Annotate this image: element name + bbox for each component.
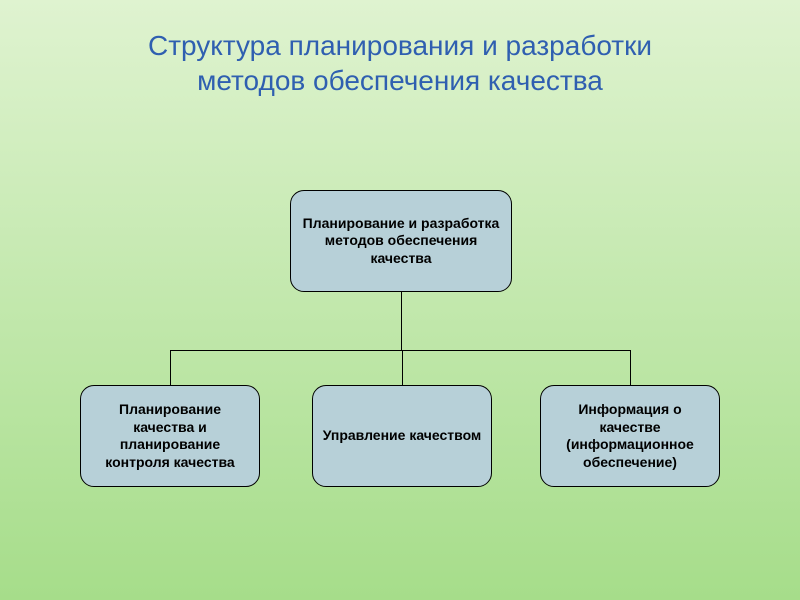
connector-line bbox=[402, 350, 403, 385]
child-node-label: Управление качеством bbox=[323, 427, 482, 445]
diagram-child-node: Управление качеством bbox=[312, 385, 492, 487]
slide-title: Структура планирования и разработки мето… bbox=[0, 28, 800, 98]
diagram-child-node: Планирование качества и планирование кон… bbox=[80, 385, 260, 487]
title-line2: методов обеспечения качества bbox=[197, 65, 603, 96]
root-node-label: Планирование и разработка методов обеспе… bbox=[299, 215, 503, 268]
child-node-label: Информация о качестве (информационное об… bbox=[549, 401, 711, 471]
slide: Структура планирования и разработки мето… bbox=[0, 0, 800, 600]
diagram-root-node: Планирование и разработка методов обеспе… bbox=[290, 190, 512, 292]
connector-line bbox=[170, 350, 171, 385]
child-node-label: Планирование качества и планирование кон… bbox=[89, 401, 251, 471]
title-line1: Структура планирования и разработки bbox=[148, 30, 652, 61]
diagram-child-node: Информация о качестве (информационное об… bbox=[540, 385, 720, 487]
connector-line bbox=[401, 292, 402, 350]
connector-line bbox=[630, 350, 631, 385]
connector-line bbox=[170, 350, 631, 351]
